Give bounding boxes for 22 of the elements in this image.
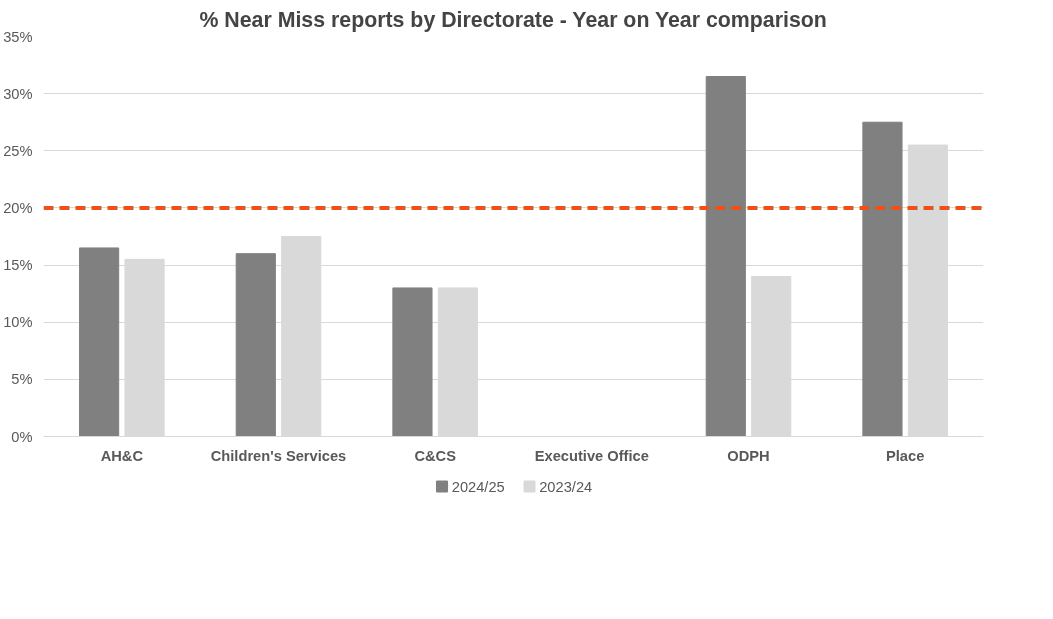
bar: [79, 247, 120, 437]
x-tick-label: Place: [886, 447, 925, 464]
y-tick-label: 15%: [3, 257, 33, 274]
x-tick-label: Executive Office: [534, 447, 649, 464]
y-tick-label: 0%: [11, 428, 33, 445]
bar: [235, 253, 276, 437]
bar: [862, 121, 903, 437]
y-tick-label: 20%: [3, 199, 33, 216]
legend-label: 2024/25: [451, 478, 505, 495]
x-tick-label: Children's Services: [210, 447, 347, 464]
bar: [392, 287, 433, 437]
legend-label: 2023/24: [539, 478, 593, 495]
bar: [705, 76, 746, 437]
x-tick-label: AH&C: [100, 447, 144, 464]
y-tick-label: 35%: [3, 28, 33, 45]
y-tick-label: 25%: [3, 142, 33, 159]
x-tick-label: ODPH: [727, 447, 770, 464]
chart-title: % Near Miss reports by Directorate - Year on Year comparison: [199, 7, 827, 32]
y-tick-label: 5%: [11, 371, 33, 388]
y-tick-label: 10%: [3, 314, 33, 331]
x-tick-label: C&CS: [414, 447, 457, 464]
y-tick-label: 30%: [3, 85, 33, 102]
